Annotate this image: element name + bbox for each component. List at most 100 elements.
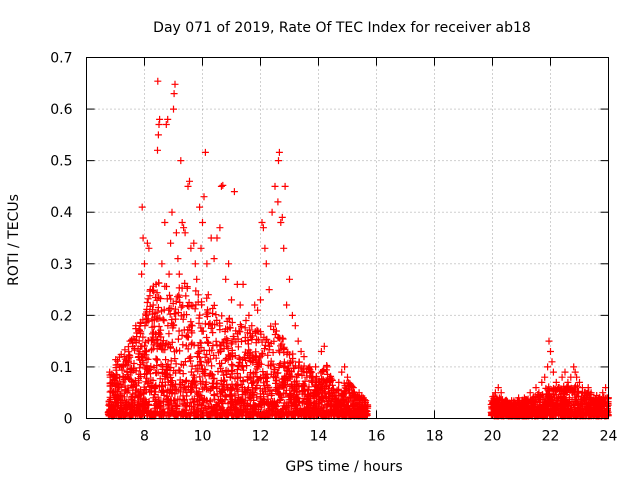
data-point <box>210 404 218 412</box>
x-tick-label: 16 <box>368 429 386 445</box>
data-point <box>194 342 202 350</box>
data-point <box>113 409 121 417</box>
data-point <box>241 324 249 332</box>
data-point <box>153 289 161 297</box>
y-tick-label: 0.5 <box>50 154 72 170</box>
data-point <box>195 319 203 327</box>
data-point <box>253 384 261 392</box>
data-point <box>584 384 592 392</box>
data-point <box>593 399 601 407</box>
data-point <box>239 280 247 288</box>
data-point <box>159 387 167 395</box>
data-point <box>245 384 252 392</box>
data-point <box>245 311 253 319</box>
data-point <box>121 346 129 354</box>
data-point <box>194 390 202 398</box>
data-point <box>121 400 129 408</box>
data-point <box>520 394 528 402</box>
data-point <box>220 338 227 346</box>
data-point <box>125 355 132 363</box>
data-point <box>363 410 371 418</box>
data-point <box>269 349 277 356</box>
data-point <box>254 327 262 335</box>
data-point <box>281 182 289 190</box>
data-point <box>572 411 580 419</box>
data-point <box>576 405 584 413</box>
data-point <box>320 342 328 350</box>
data-point <box>300 395 308 403</box>
data-point <box>228 361 236 368</box>
data-point <box>151 397 159 405</box>
data-point <box>598 410 606 418</box>
data-point <box>106 368 114 376</box>
data-point <box>526 411 534 418</box>
data-point <box>251 368 259 376</box>
data-point <box>165 270 173 278</box>
data-point <box>505 412 513 420</box>
data-point <box>153 308 161 316</box>
data-point <box>174 335 182 343</box>
data-point <box>188 329 196 337</box>
data-point <box>215 349 223 357</box>
data-point <box>258 338 266 346</box>
data-point <box>160 317 168 325</box>
data-point <box>142 365 150 373</box>
data-point <box>240 366 247 374</box>
data-point <box>603 411 611 419</box>
data-point <box>271 182 279 190</box>
data-point <box>562 387 569 395</box>
x-tick-labels: 6 8 10 12 14 16 18 20 22 24 <box>82 429 617 445</box>
data-point <box>275 157 282 165</box>
data-point <box>227 385 235 393</box>
data-point <box>136 364 144 372</box>
data-point <box>537 408 545 415</box>
data-point <box>274 333 282 341</box>
data-point <box>151 383 159 391</box>
data-point <box>158 383 166 391</box>
data-point <box>325 394 333 402</box>
data-point <box>106 380 114 388</box>
data-point <box>155 293 163 301</box>
data-point <box>263 409 271 417</box>
data-point <box>197 244 205 252</box>
data-point <box>259 224 267 232</box>
data-point <box>212 337 220 345</box>
data-point <box>162 356 170 364</box>
data-point <box>252 348 260 356</box>
data-point <box>555 384 563 392</box>
data-point <box>319 383 327 391</box>
data-point <box>217 388 225 396</box>
data-point <box>260 396 268 404</box>
data-point <box>280 399 288 407</box>
data-point <box>221 391 229 399</box>
data-point <box>147 376 155 384</box>
data-point <box>551 385 559 393</box>
data-point <box>242 337 249 345</box>
data-point <box>169 324 177 332</box>
data-point <box>168 208 176 216</box>
data-point <box>341 363 349 371</box>
data-point <box>317 393 325 401</box>
data-point <box>223 407 231 415</box>
data-point <box>156 314 164 322</box>
data-point <box>194 298 202 306</box>
data-point <box>184 345 192 353</box>
data-point <box>276 381 284 389</box>
data-point <box>135 353 143 361</box>
data-point <box>194 350 202 357</box>
x-tick-label: 24 <box>600 429 618 445</box>
data-point <box>260 382 268 390</box>
data-point <box>230 188 238 196</box>
data-point <box>547 348 554 355</box>
y-tick-label: 0 <box>64 412 73 428</box>
data-point <box>177 360 185 368</box>
data-point <box>160 398 168 406</box>
data-point <box>141 398 149 406</box>
data-point <box>219 181 227 189</box>
data-point <box>270 368 278 376</box>
data-point <box>180 326 188 334</box>
data-point <box>137 328 145 336</box>
chart-title: Day 071 of 2019, Rate Of TEC Index for r… <box>153 20 531 36</box>
data-point <box>110 373 118 380</box>
data-point <box>159 346 167 354</box>
